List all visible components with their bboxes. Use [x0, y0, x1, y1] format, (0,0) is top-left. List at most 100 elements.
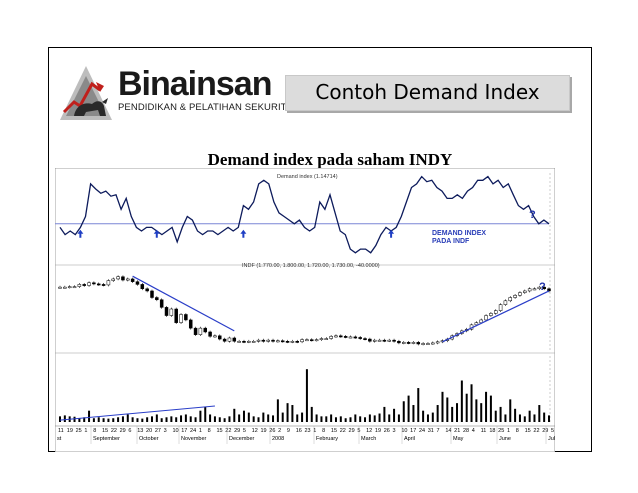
volume-bar [238, 414, 241, 422]
volume-bar [276, 399, 279, 422]
volume-bar [59, 416, 61, 422]
price-candle [164, 307, 169, 316]
volume-bar [150, 416, 153, 422]
volume-bar [460, 380, 463, 422]
x-day-label: 2 [278, 428, 281, 434]
price-candle [213, 335, 217, 338]
x-day-label: 8 [322, 428, 325, 434]
price-candle [314, 339, 319, 342]
x-month-label: May [453, 436, 464, 442]
volume-bar [315, 414, 318, 422]
volume-bar [286, 403, 289, 422]
price-candle [484, 315, 488, 321]
volume-bar [383, 406, 386, 422]
volume-bar [412, 405, 415, 422]
volume-bar [364, 417, 367, 422]
price-candle [474, 322, 479, 326]
x-day-label: 25 [498, 428, 504, 434]
price-candle [77, 284, 82, 287]
volume-trendline [59, 405, 215, 421]
x-day-label: 10 [401, 428, 407, 434]
x-day-label: 8 [208, 428, 211, 434]
price-candle [174, 308, 178, 323]
up-arrow-icon [153, 229, 160, 238]
x-day-label: 13 [137, 428, 143, 434]
volume-bar [548, 415, 550, 422]
volume-bar [514, 408, 517, 422]
price-candle [435, 341, 440, 344]
x-day-label: 8 [516, 428, 519, 434]
x-day-label: 22 [111, 428, 117, 434]
x-month-label: st [57, 436, 62, 442]
bull-logo-icon [60, 66, 112, 120]
volume-bar [320, 416, 323, 422]
x-day-label: 12 [366, 428, 372, 434]
price-candle [372, 339, 377, 342]
price-candle [155, 297, 159, 300]
x-month-label: February [316, 436, 338, 442]
price-candle [508, 297, 513, 302]
price-panel: 200015001000INDF (1.770.00, 1.800.00, 1.… [55, 263, 555, 354]
price-candle [305, 339, 309, 342]
price-candle [280, 340, 285, 343]
volume-bar [538, 405, 541, 422]
x-day-label: 21 [454, 428, 460, 434]
price-candle [121, 276, 125, 281]
logo: Binainsan PENDIDIKAN & PELATIHAN SEKURIT… [56, 62, 299, 124]
volume-bar [310, 406, 313, 422]
price-candle [227, 337, 232, 342]
volume-bar [480, 403, 483, 422]
price-candle [126, 278, 130, 281]
x-day-label: 29 [349, 428, 355, 434]
volume-bar [213, 416, 216, 422]
price-candle [426, 343, 430, 345]
x-day-label: 27 [155, 428, 161, 434]
x-day-label: 19 [375, 428, 381, 434]
price-candle [513, 295, 517, 298]
x-day-label: 22 [340, 428, 346, 434]
volume-bar [499, 406, 502, 422]
price-candle [397, 341, 401, 344]
x-day-label: 11 [58, 428, 64, 434]
price-trendline [132, 275, 235, 332]
price-candle [276, 340, 280, 343]
volume-bar [504, 414, 507, 422]
volume-bar [509, 399, 512, 422]
x-day-label: 22 [225, 428, 231, 434]
volume-bar [436, 405, 439, 422]
price-candle [101, 284, 106, 286]
volume-bar [257, 417, 260, 422]
x-day-label: 18 [489, 428, 495, 434]
up-arrow-icon [77, 229, 84, 238]
price-candle [179, 314, 183, 323]
price-candle [493, 310, 498, 314]
volume-bar [291, 405, 294, 422]
x-day-label: 15 [102, 428, 108, 434]
volume-bar [131, 417, 134, 422]
x-day-label: 20 [146, 428, 152, 434]
price-candle [324, 338, 329, 340]
volume-bar [121, 416, 124, 422]
volume-bar [262, 412, 265, 422]
up-arrow-icon [388, 229, 395, 238]
x-day-label: 3 [393, 428, 396, 434]
x-month-label: March [361, 436, 376, 442]
volume-bar [102, 418, 105, 422]
volume-bar [441, 391, 444, 422]
price-candle [135, 281, 140, 285]
volume-bar [117, 417, 120, 422]
demand-index-panel: 706050403020100-10-20-30-40-50Demand ind… [55, 173, 555, 266]
x-day-label: 29 [234, 428, 240, 434]
volume-bar [267, 414, 270, 422]
x-month-label: November [181, 436, 207, 442]
volume-bar [252, 416, 255, 422]
price-candle [295, 341, 299, 343]
volume-bar [165, 417, 168, 422]
x-month-label: April [404, 436, 415, 442]
x-day-label: 3 [164, 428, 167, 434]
volume-bar [402, 401, 405, 422]
question-mark: ? [529, 209, 536, 221]
volume-bar [97, 417, 100, 422]
x-month-label: October [139, 436, 159, 442]
x-day-label: 16 [296, 428, 302, 434]
